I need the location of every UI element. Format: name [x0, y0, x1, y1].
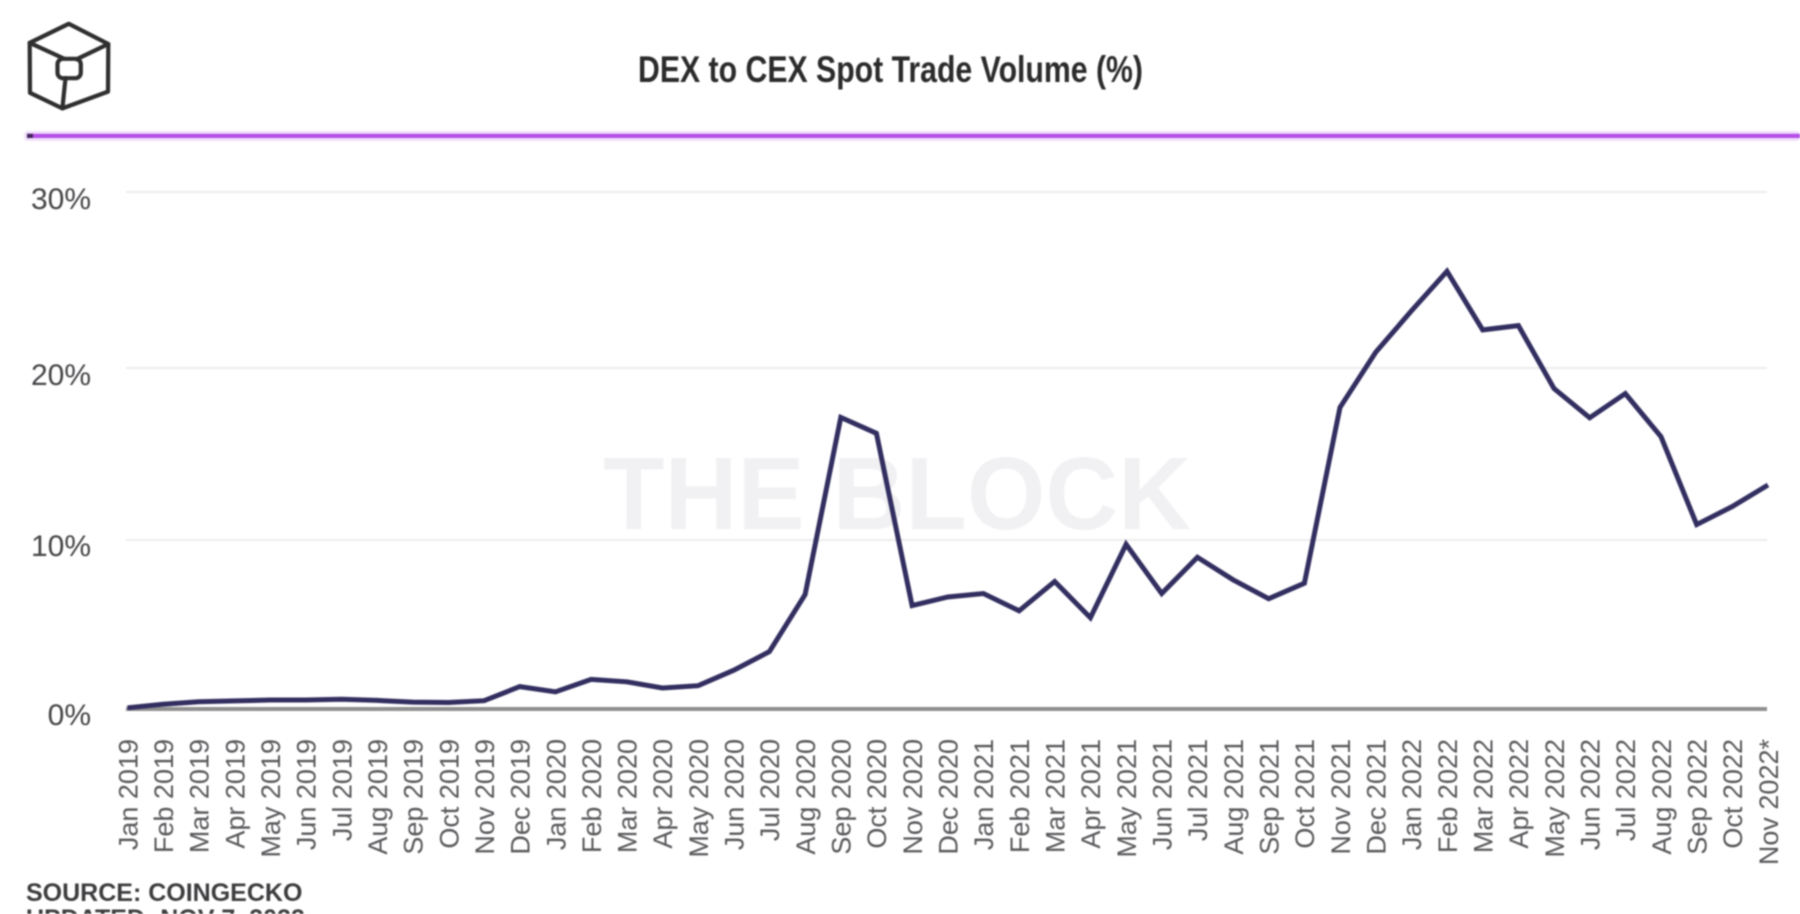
svg-text:Jul 2019: Jul 2019: [327, 739, 357, 841]
svg-text:Oct 2022: Oct 2022: [1718, 739, 1748, 849]
svg-text:Oct 2020: Oct 2020: [862, 739, 892, 849]
svg-text:Apr 2022: Apr 2022: [1504, 739, 1534, 849]
svg-text:Jan 2019: Jan 2019: [113, 739, 143, 850]
svg-text:Oct 2021: Oct 2021: [1290, 739, 1320, 849]
svg-text:May 2022: May 2022: [1540, 739, 1570, 858]
svg-text:May 2020: May 2020: [684, 739, 714, 858]
svg-text:Nov 2021: Nov 2021: [1326, 739, 1356, 855]
svg-text:Aug 2022: Aug 2022: [1647, 739, 1677, 855]
svg-text:May 2021: May 2021: [1112, 739, 1142, 858]
svg-text:Aug 2020: Aug 2020: [791, 739, 821, 855]
svg-text:Feb 2019: Feb 2019: [149, 739, 179, 853]
svg-text:Sep 2019: Sep 2019: [399, 739, 429, 855]
svg-text:Oct 2019: Oct 2019: [434, 739, 464, 849]
svg-text:Jul 2020: Jul 2020: [755, 739, 785, 841]
svg-text:Jan 2020: Jan 2020: [541, 739, 571, 850]
svg-text:10%: 10%: [31, 530, 91, 563]
svg-text:Feb 2020: Feb 2020: [577, 739, 607, 853]
svg-text:Aug 2019: Aug 2019: [363, 739, 393, 855]
svg-text:Jun 2022: Jun 2022: [1576, 739, 1606, 850]
svg-text:DEX to CEX Spot Trade Volume (: DEX to CEX Spot Trade Volume (%): [638, 49, 1143, 90]
svg-text:Mar 2022: Mar 2022: [1469, 739, 1499, 853]
svg-text:Jul 2021: Jul 2021: [1183, 739, 1213, 841]
svg-text:Dec 2020: Dec 2020: [934, 739, 964, 855]
svg-text:Jun 2019: Jun 2019: [292, 739, 322, 850]
svg-text:Feb 2022: Feb 2022: [1433, 739, 1463, 853]
svg-text:Jul 2022: Jul 2022: [1611, 739, 1641, 841]
svg-text:Nov 2020: Nov 2020: [898, 739, 928, 855]
svg-text:Jan 2021: Jan 2021: [969, 739, 999, 850]
svg-text:Mar 2020: Mar 2020: [613, 739, 643, 853]
svg-text:UPDATED: NOV 7, 2022: UPDATED: NOV 7, 2022: [26, 905, 305, 914]
svg-text:Feb 2021: Feb 2021: [1005, 739, 1035, 853]
svg-text:Mar 2019: Mar 2019: [185, 739, 215, 853]
svg-text:Dec 2021: Dec 2021: [1362, 739, 1392, 855]
svg-text:Sep 2021: Sep 2021: [1255, 739, 1285, 855]
svg-text:SOURCE: COINGECKO: SOURCE: COINGECKO: [26, 879, 302, 907]
svg-text:Nov 2022*: Nov 2022*: [1754, 739, 1784, 866]
svg-text:Jun 2021: Jun 2021: [1148, 739, 1178, 850]
svg-text:Jan 2022: Jan 2022: [1397, 739, 1427, 850]
svg-text:Apr 2021: Apr 2021: [1076, 739, 1106, 849]
svg-text:Jun 2020: Jun 2020: [720, 739, 750, 850]
svg-text:Sep 2022: Sep 2022: [1683, 739, 1713, 855]
svg-text:0%: 0%: [48, 699, 91, 732]
svg-text:Nov 2019: Nov 2019: [470, 739, 500, 855]
svg-text:May 2019: May 2019: [256, 739, 286, 858]
svg-text:Apr 2020: Apr 2020: [648, 739, 678, 849]
svg-text:Dec 2019: Dec 2019: [506, 739, 536, 855]
svg-text:20%: 20%: [31, 359, 91, 392]
svg-text:Mar 2021: Mar 2021: [1041, 739, 1071, 853]
svg-text:Sep 2020: Sep 2020: [827, 739, 857, 855]
svg-text:30%: 30%: [31, 183, 91, 216]
svg-text:Apr 2019: Apr 2019: [220, 739, 250, 849]
svg-text:Aug 2021: Aug 2021: [1219, 739, 1249, 855]
